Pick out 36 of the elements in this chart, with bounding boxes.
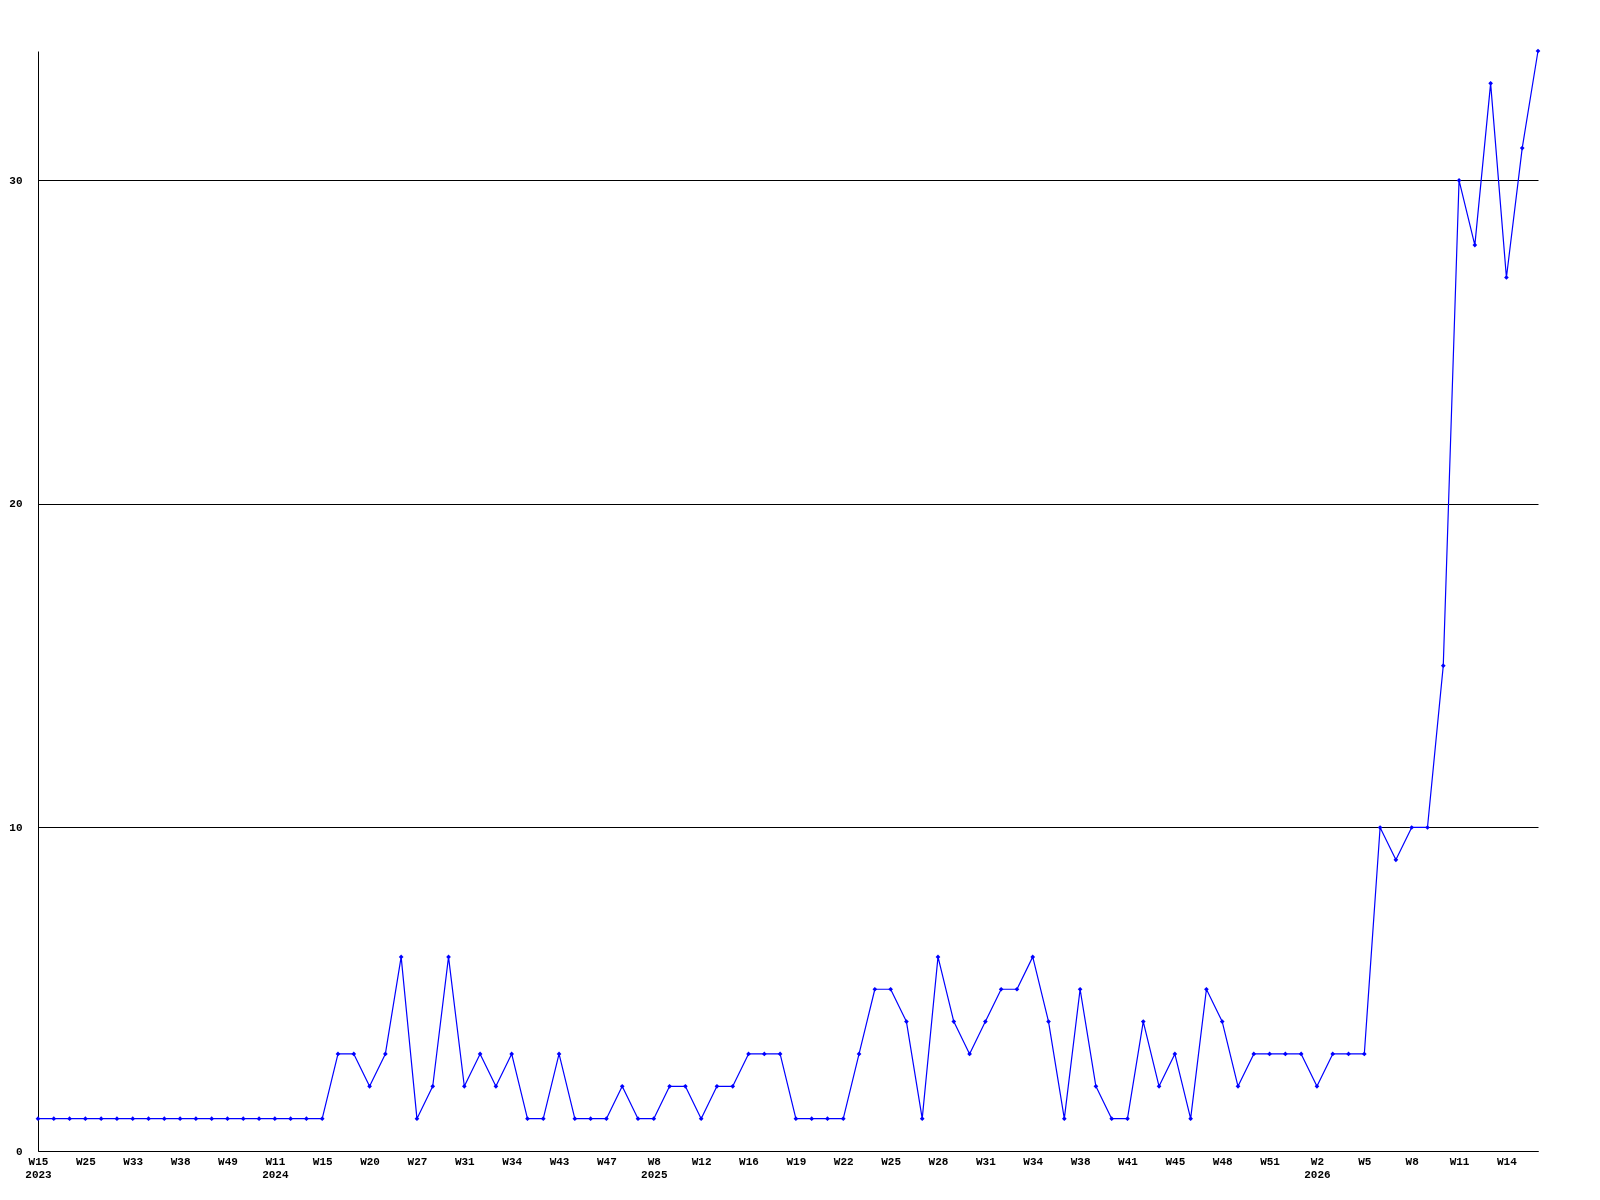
x-tick-label: W43	[549, 1155, 570, 1168]
x-tick-label: W25	[881, 1155, 902, 1168]
x-tick-label: W8	[1405, 1155, 1420, 1168]
x-tick-label: W41	[1118, 1155, 1139, 1168]
x-tick-label: W31	[975, 1155, 997, 1168]
x-tick-label: W48	[1212, 1155, 1234, 1168]
x-tick-label: W38	[170, 1155, 191, 1168]
x-tick-label: W27	[407, 1155, 428, 1168]
x-tick-label: W45	[1165, 1155, 1186, 1168]
x-tick-label: W34	[502, 1155, 523, 1168]
x-tick-label: W33	[123, 1155, 144, 1168]
x-tick-label: W15	[312, 1155, 334, 1168]
x-tick-label: W14	[1497, 1155, 1518, 1168]
x-tick-label: W16	[739, 1155, 759, 1168]
x-tick-label: W15 2023	[25, 1155, 53, 1181]
x-tick-label: W12	[691, 1155, 712, 1168]
x-tick-label: W31	[454, 1155, 476, 1168]
x-tick-label: W51	[1260, 1155, 1281, 1168]
x-tick-label: W5	[1358, 1155, 1372, 1168]
x-tick-label: W11	[1449, 1155, 1470, 1168]
x-tick-label: W38	[1070, 1155, 1091, 1168]
y-tick-label: 30	[9, 174, 23, 187]
x-tick-label: W25	[75, 1155, 97, 1168]
y-tick-label: 20	[9, 498, 23, 511]
x-tick-label: W2 2026	[1304, 1155, 1331, 1181]
x-tick-label: W49	[218, 1155, 238, 1168]
x-tick-label: W8 2025	[641, 1155, 668, 1181]
x-tick-label: W34	[1023, 1155, 1044, 1168]
x-tick-label: W22	[833, 1155, 854, 1168]
x-tick-label: W20	[360, 1155, 380, 1168]
x-tick-label: W28	[928, 1155, 949, 1168]
x-tick-label: W11 2024	[262, 1155, 289, 1181]
x-tick-label: W19	[786, 1155, 807, 1168]
y-tick-label: 10	[9, 821, 23, 834]
x-tick-label: W47	[597, 1155, 617, 1168]
y-tick-label: 0	[15, 1145, 23, 1158]
